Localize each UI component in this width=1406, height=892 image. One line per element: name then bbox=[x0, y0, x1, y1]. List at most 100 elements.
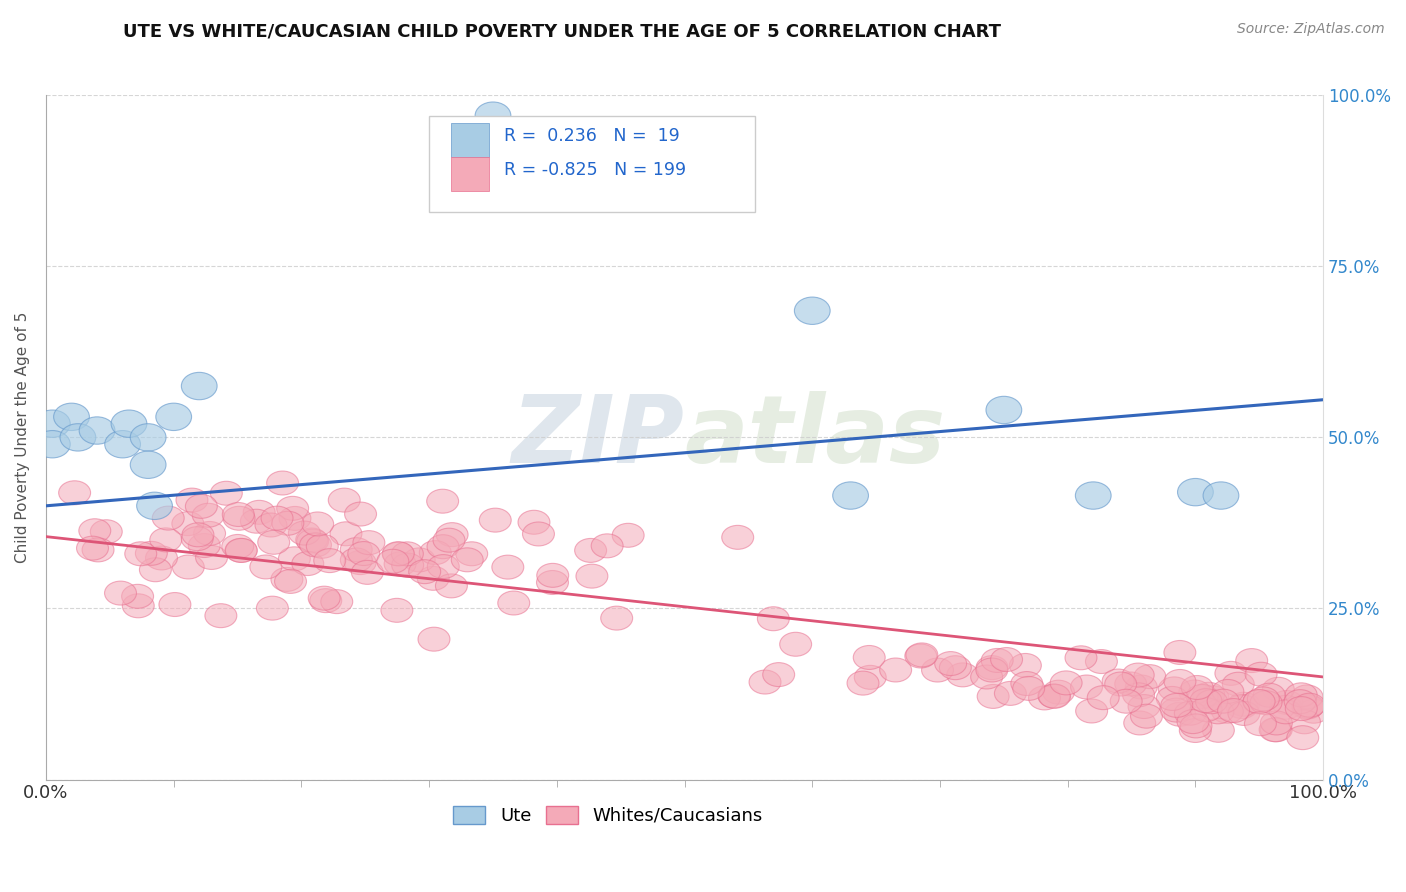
Ellipse shape bbox=[1122, 683, 1154, 706]
Ellipse shape bbox=[240, 509, 273, 533]
Ellipse shape bbox=[159, 592, 191, 616]
Ellipse shape bbox=[250, 555, 281, 579]
Ellipse shape bbox=[136, 492, 173, 519]
Ellipse shape bbox=[181, 526, 214, 550]
Ellipse shape bbox=[991, 648, 1022, 672]
Ellipse shape bbox=[1050, 671, 1083, 695]
Ellipse shape bbox=[1087, 686, 1119, 710]
Text: UTE VS WHITE/CAUCASIAN CHILD POVERTY UNDER THE AGE OF 5 CORRELATION CHART: UTE VS WHITE/CAUCASIAN CHILD POVERTY UND… bbox=[124, 22, 1001, 40]
Ellipse shape bbox=[433, 528, 465, 552]
Ellipse shape bbox=[347, 541, 380, 566]
Text: R =  0.236   N =  19: R = 0.236 N = 19 bbox=[505, 128, 681, 145]
Ellipse shape bbox=[262, 506, 292, 530]
Ellipse shape bbox=[381, 599, 413, 623]
Ellipse shape bbox=[1227, 692, 1260, 716]
Ellipse shape bbox=[79, 417, 115, 444]
Ellipse shape bbox=[309, 589, 342, 613]
Ellipse shape bbox=[1246, 662, 1277, 686]
Ellipse shape bbox=[299, 533, 332, 557]
Ellipse shape bbox=[1212, 699, 1243, 723]
Ellipse shape bbox=[492, 555, 524, 579]
Ellipse shape bbox=[297, 529, 329, 553]
Ellipse shape bbox=[1197, 686, 1229, 710]
Ellipse shape bbox=[436, 523, 468, 547]
Ellipse shape bbox=[427, 555, 460, 579]
Text: Source: ZipAtlas.com: Source: ZipAtlas.com bbox=[1237, 22, 1385, 37]
Ellipse shape bbox=[344, 550, 377, 574]
Ellipse shape bbox=[1178, 478, 1213, 506]
Ellipse shape bbox=[419, 541, 451, 565]
Ellipse shape bbox=[205, 604, 236, 628]
Ellipse shape bbox=[1292, 695, 1324, 718]
Ellipse shape bbox=[254, 513, 287, 537]
Ellipse shape bbox=[384, 552, 416, 576]
Ellipse shape bbox=[330, 522, 361, 546]
Ellipse shape bbox=[749, 670, 780, 694]
Ellipse shape bbox=[271, 511, 304, 535]
FancyBboxPatch shape bbox=[451, 157, 489, 191]
Ellipse shape bbox=[1042, 681, 1074, 704]
Ellipse shape bbox=[188, 533, 221, 558]
Ellipse shape bbox=[382, 542, 415, 566]
Ellipse shape bbox=[1222, 673, 1254, 696]
Ellipse shape bbox=[314, 549, 346, 573]
Ellipse shape bbox=[1161, 693, 1192, 717]
Ellipse shape bbox=[186, 494, 218, 518]
Ellipse shape bbox=[150, 528, 181, 552]
Ellipse shape bbox=[1270, 700, 1302, 723]
Ellipse shape bbox=[946, 663, 979, 687]
Ellipse shape bbox=[427, 534, 458, 558]
Ellipse shape bbox=[1250, 690, 1282, 714]
Ellipse shape bbox=[104, 581, 136, 605]
Ellipse shape bbox=[1128, 695, 1160, 719]
Ellipse shape bbox=[1159, 677, 1191, 701]
Ellipse shape bbox=[278, 507, 311, 531]
Ellipse shape bbox=[173, 555, 204, 579]
Ellipse shape bbox=[1189, 698, 1222, 722]
Ellipse shape bbox=[600, 607, 633, 630]
Ellipse shape bbox=[517, 510, 550, 534]
Ellipse shape bbox=[392, 553, 423, 577]
Ellipse shape bbox=[436, 574, 467, 598]
FancyBboxPatch shape bbox=[429, 116, 755, 211]
Ellipse shape bbox=[222, 502, 254, 526]
Ellipse shape bbox=[172, 512, 204, 535]
Ellipse shape bbox=[921, 658, 953, 682]
Ellipse shape bbox=[475, 102, 510, 129]
Ellipse shape bbox=[1236, 648, 1268, 673]
Ellipse shape bbox=[181, 523, 214, 547]
Ellipse shape bbox=[1192, 682, 1225, 706]
Ellipse shape bbox=[1298, 699, 1330, 723]
Ellipse shape bbox=[60, 424, 96, 451]
Ellipse shape bbox=[1285, 697, 1317, 721]
Ellipse shape bbox=[905, 644, 936, 668]
Ellipse shape bbox=[176, 488, 208, 512]
Ellipse shape bbox=[1212, 680, 1244, 704]
Ellipse shape bbox=[1215, 661, 1247, 685]
Ellipse shape bbox=[1102, 669, 1135, 693]
Ellipse shape bbox=[970, 665, 1002, 689]
Ellipse shape bbox=[1156, 687, 1188, 710]
Ellipse shape bbox=[1204, 482, 1239, 509]
Ellipse shape bbox=[193, 503, 224, 527]
Ellipse shape bbox=[82, 538, 114, 562]
Ellipse shape bbox=[391, 541, 423, 566]
Ellipse shape bbox=[104, 431, 141, 458]
Ellipse shape bbox=[853, 646, 886, 670]
Ellipse shape bbox=[302, 512, 333, 536]
Ellipse shape bbox=[1122, 663, 1154, 687]
Ellipse shape bbox=[880, 658, 911, 682]
Ellipse shape bbox=[307, 534, 339, 558]
Ellipse shape bbox=[1189, 689, 1222, 713]
Ellipse shape bbox=[1187, 684, 1218, 708]
Ellipse shape bbox=[1164, 702, 1195, 726]
Ellipse shape bbox=[1076, 482, 1111, 509]
Ellipse shape bbox=[256, 596, 288, 620]
Ellipse shape bbox=[295, 528, 328, 552]
Ellipse shape bbox=[1260, 718, 1291, 741]
Ellipse shape bbox=[762, 663, 794, 687]
Ellipse shape bbox=[1178, 680, 1211, 704]
Ellipse shape bbox=[225, 539, 257, 562]
Ellipse shape bbox=[451, 548, 484, 572]
Ellipse shape bbox=[1174, 701, 1206, 725]
